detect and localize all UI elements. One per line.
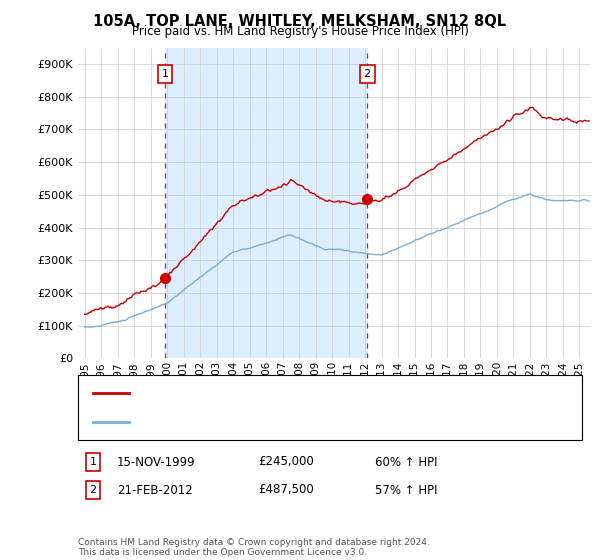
Text: 2: 2	[364, 69, 371, 79]
Text: £487,500: £487,500	[258, 483, 314, 497]
Text: 1: 1	[89, 457, 97, 467]
Text: Contains HM Land Registry data © Crown copyright and database right 2024.
This d: Contains HM Land Registry data © Crown c…	[78, 538, 430, 557]
Text: 105A, TOP LANE, WHITLEY, MELKSHAM, SN12 8QL (detached house): 105A, TOP LANE, WHITLEY, MELKSHAM, SN12 …	[135, 388, 509, 398]
Text: 15-NOV-1999: 15-NOV-1999	[117, 455, 196, 469]
Bar	[165, 48, 367, 358]
Text: 57% ↑ HPI: 57% ↑ HPI	[375, 483, 437, 497]
Text: £245,000: £245,000	[258, 455, 314, 469]
Text: 105A, TOP LANE, WHITLEY, MELKSHAM, SN12 8QL: 105A, TOP LANE, WHITLEY, MELKSHAM, SN12 …	[94, 14, 506, 29]
Text: 21-FEB-2012: 21-FEB-2012	[117, 483, 193, 497]
Text: 60% ↑ HPI: 60% ↑ HPI	[375, 455, 437, 469]
Text: 1: 1	[161, 69, 169, 79]
Text: 2: 2	[89, 485, 97, 495]
Text: Price paid vs. HM Land Registry's House Price Index (HPI): Price paid vs. HM Land Registry's House …	[131, 25, 469, 38]
Text: HPI: Average price, detached house, Wiltshire: HPI: Average price, detached house, Wilt…	[135, 417, 385, 427]
